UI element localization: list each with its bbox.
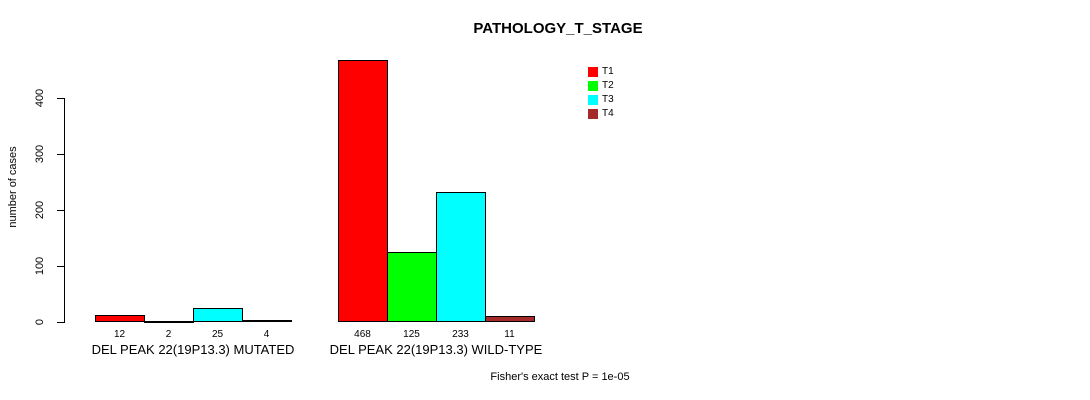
bar-value-label: 468: [354, 329, 371, 340]
category-label: DEL PEAK 22(19P13.3) WILD-TYPE: [329, 342, 543, 357]
bar-value-label: 233: [452, 329, 469, 340]
y-tick-label: 100: [34, 256, 46, 276]
legend-label: T4: [602, 108, 614, 119]
y-axis-label: number of cases: [7, 146, 19, 228]
bar-t2-wild-type: [387, 252, 437, 322]
y-tick-mark: [57, 210, 64, 211]
bar-t4-mutated: [242, 320, 292, 322]
bar-t2-mutated: [144, 321, 194, 323]
y-tick-label: 300: [34, 144, 46, 164]
bar-t3-mutated: [193, 308, 243, 322]
legend-label: T1: [602, 66, 614, 77]
bar-t1-wild-type: [338, 60, 388, 322]
y-tick-label: 0: [34, 318, 46, 326]
legend-swatch: [588, 66, 598, 77]
legend-label: T3: [602, 94, 614, 105]
legend-swatch: [588, 108, 598, 119]
chart-title: PATHOLOGY_T_STAGE: [473, 20, 643, 37]
bar-value-label: 4: [263, 329, 270, 340]
y-tick-label: 400: [34, 88, 46, 108]
y-tick-label: 200: [34, 200, 46, 220]
legend-item-t4: T4: [588, 108, 614, 119]
legend-label: T2: [602, 80, 614, 91]
legend-swatch: [588, 80, 598, 91]
bar-value-label: 25: [211, 329, 224, 340]
legend-item-t2: T2: [588, 80, 614, 91]
bar-t4-wild-type: [485, 316, 535, 322]
bar-value-label: 2: [165, 329, 172, 340]
legend-item-t1: T1: [588, 66, 614, 77]
bar-t3-wild-type: [436, 192, 486, 322]
y-tick-mark: [57, 266, 64, 267]
category-label: DEL PEAK 22(19P13.3) MUTATED: [91, 342, 295, 357]
stat-annotation: Fisher's exact test P = 1e-05: [490, 371, 630, 383]
legend-swatch: [588, 94, 598, 105]
bar-value-label: 11: [504, 329, 515, 340]
y-tick-mark: [57, 98, 64, 99]
bar-value-label: 125: [403, 329, 420, 340]
bar-value-label: 12: [113, 329, 126, 340]
y-tick-mark: [57, 154, 64, 155]
legend-item-t3: T3: [588, 94, 614, 105]
bar-t1-mutated: [95, 315, 145, 322]
y-axis-line: [64, 98, 65, 323]
y-tick-mark: [57, 322, 64, 323]
